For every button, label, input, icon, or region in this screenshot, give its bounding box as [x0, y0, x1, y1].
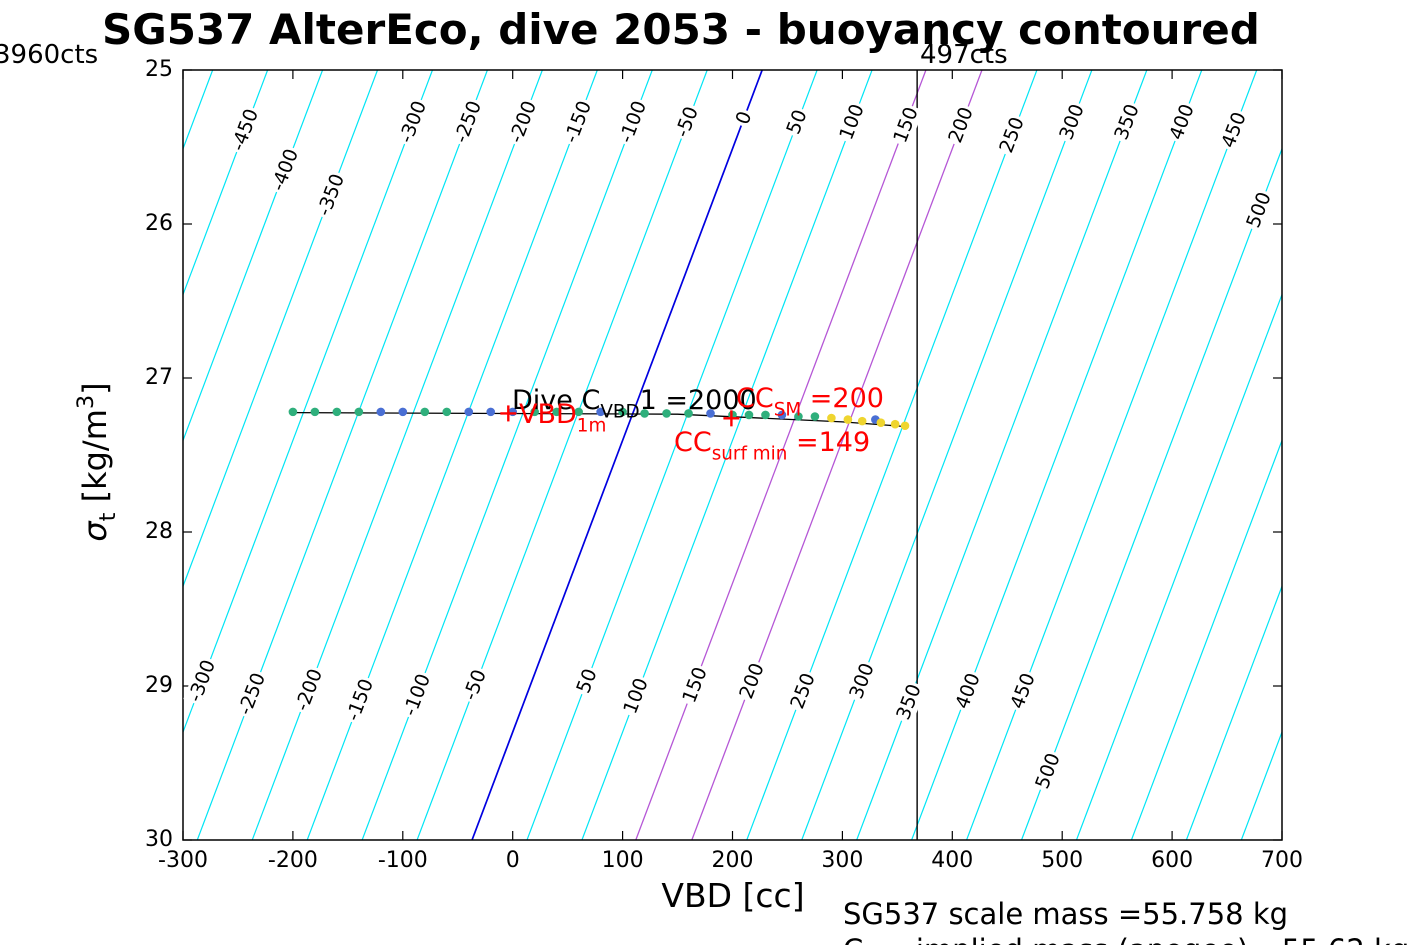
contour-line--250 [196, 70, 488, 840]
x-axis-label: VBD [cc] [661, 876, 805, 915]
contour-line--350 [183, 70, 379, 588]
dive-point-green [530, 407, 539, 417]
dive-point-blue [706, 409, 715, 418]
dive-point-yellow [900, 421, 910, 431]
contour-line-550 [1075, 292, 1282, 840]
dive-point-blue [508, 407, 517, 417]
dive-point-blue [464, 407, 474, 417]
dive-point-blue [596, 407, 605, 417]
y-units-text: [kg/m [76, 409, 115, 513]
dive-point-blue [376, 407, 386, 417]
implied-mass-text: CVBD implied mass (apogee) =55.62 kg [843, 933, 1409, 945]
contour-line--150 [306, 70, 598, 840]
dive-point-yellow [843, 415, 853, 424]
implied-mass-prefix: C [843, 933, 863, 945]
contour-line--450 [183, 70, 269, 297]
dive-point-blue [398, 407, 408, 417]
contour-line-250 [746, 70, 1038, 840]
implied-mass-rest: implied mass (apogee) =55.62 kg [907, 933, 1409, 945]
dive-point-green [761, 410, 770, 420]
dive-point-yellow [857, 416, 867, 426]
dive-track-line [292, 411, 906, 428]
figure-title: SG537 AlterEco, dive 2053 - buoyancy con… [102, 5, 1260, 54]
dive-point-green [744, 410, 754, 420]
contour-line-200 [691, 70, 983, 840]
contour-line-450 [966, 70, 1258, 840]
y-units-exponent: 3 [72, 394, 99, 410]
contour-line-350 [856, 70, 1148, 840]
dive-point-green [442, 407, 452, 417]
dive-point-blue [777, 410, 787, 420]
contour-line--200 [251, 70, 543, 840]
contour-line-650 [1185, 584, 1282, 840]
dive-point-green [662, 409, 671, 418]
contour-line-50 [526, 70, 818, 840]
dive-point-blue [486, 407, 496, 417]
contour-line--300 [183, 70, 434, 734]
dive-point-green [810, 412, 820, 421]
dive-point-green [618, 407, 627, 417]
dive-point-green [684, 409, 693, 418]
dive-point-yellow [827, 413, 836, 423]
contour-line-100 [581, 70, 873, 840]
sigma-symbol: σ [76, 521, 115, 542]
contour-line-0 [471, 70, 763, 840]
contour-line-149 [635, 70, 927, 840]
dive-point-green [310, 407, 320, 417]
dive-point-green [574, 407, 583, 417]
sigma-subscript: t [95, 512, 122, 522]
contour-line--100 [361, 70, 653, 840]
y-axis-label: σt [kg/m3] [73, 382, 121, 541]
contour-line-500 [1020, 147, 1282, 840]
plot-border [182, 69, 1283, 841]
data-layer [288, 70, 918, 840]
dive-point-green [420, 407, 430, 417]
dive-point-yellow [890, 419, 900, 429]
dive-point-green [288, 407, 298, 417]
contour-line-400 [911, 70, 1203, 840]
dive-point-green [354, 407, 364, 417]
contour-lines [183, 70, 1282, 840]
contour-line--400 [183, 70, 324, 443]
contour-line-600 [1130, 438, 1282, 840]
contour-line--50 [416, 70, 708, 840]
dive-point-green [640, 409, 649, 418]
dive-point-green [794, 412, 803, 421]
y-units-close: ] [76, 382, 115, 395]
contour-line-300 [801, 70, 1093, 840]
right-counts-label: 497cts [920, 40, 1008, 70]
dive-point-yellow [876, 418, 886, 427]
axis-ticks [182, 69, 1283, 841]
dive-point-green [332, 407, 342, 417]
scale-mass-text: SG537 scale mass =55.758 kg [843, 897, 1289, 931]
dive-point-green [552, 407, 561, 417]
left-counts-label: 3960cts [0, 40, 99, 70]
